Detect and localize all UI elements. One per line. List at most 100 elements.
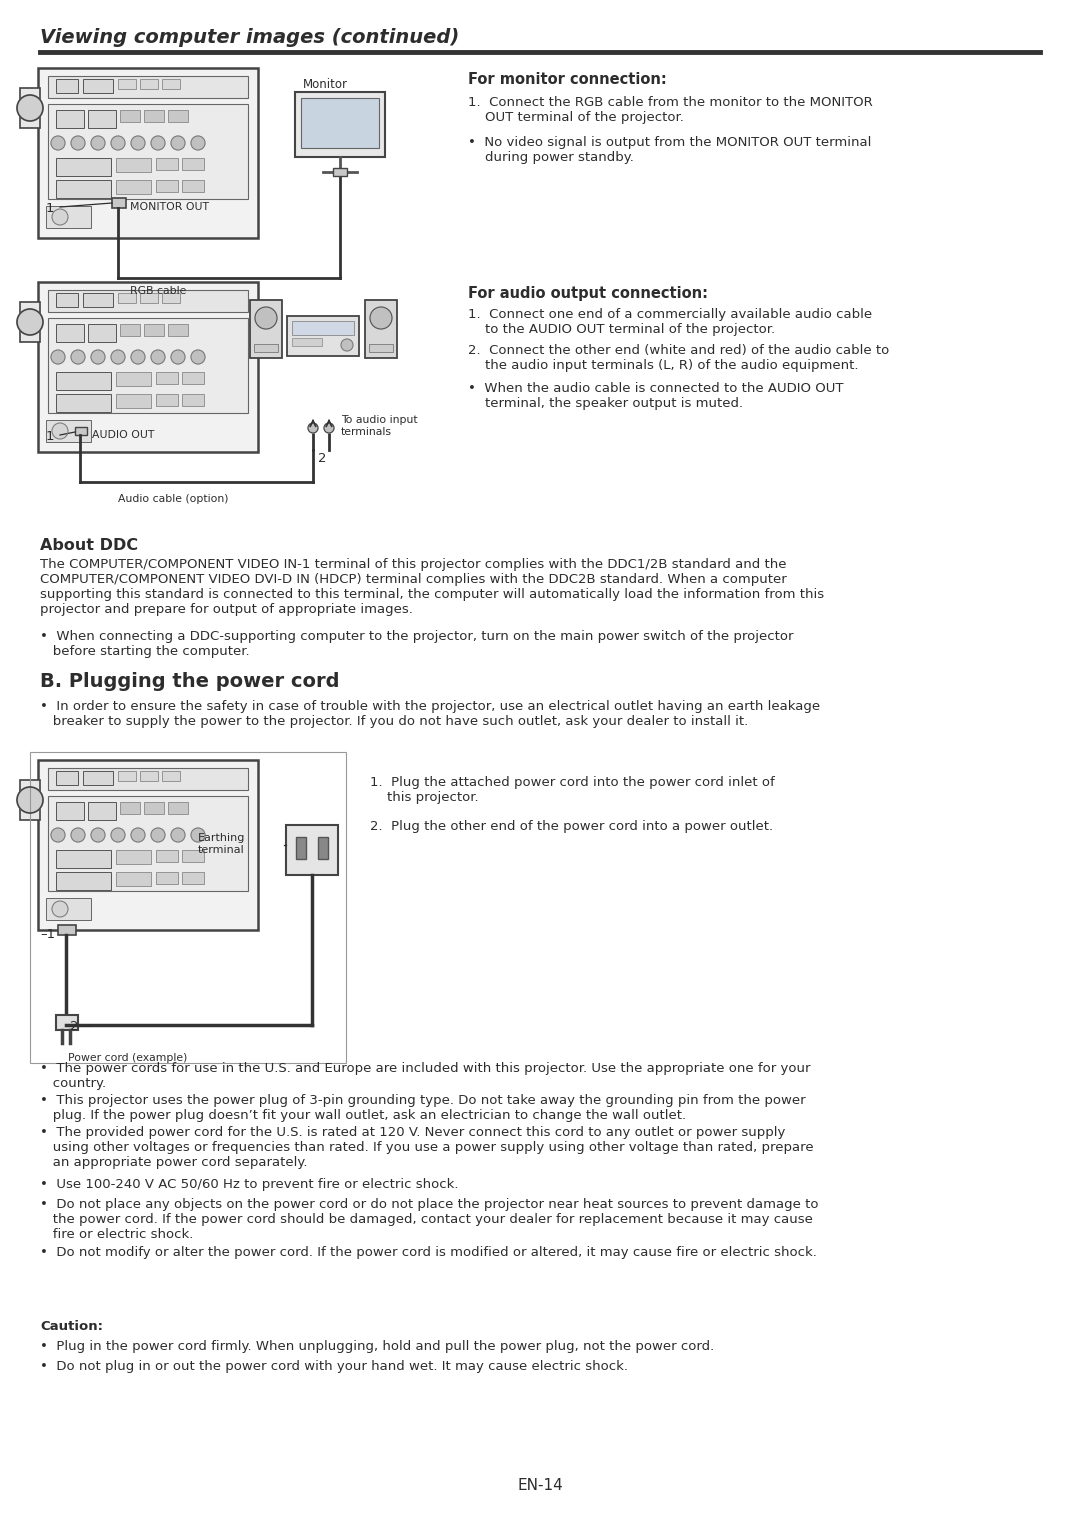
Text: 2.  Connect the other end (white and red) of the audio cable to
    the audio in: 2. Connect the other end (white and red)… bbox=[468, 344, 889, 373]
Text: 1.  Connect the RGB cable from the monitor to the MONITOR
    OUT terminal of th: 1. Connect the RGB cable from the monito… bbox=[468, 96, 873, 124]
Bar bbox=[46, 898, 91, 919]
Text: •  When the audio cable is connected to the AUDIO OUT
    terminal, the speaker : • When the audio cable is connected to t… bbox=[468, 382, 843, 411]
Bar bbox=[156, 851, 178, 863]
Bar bbox=[48, 290, 248, 312]
Circle shape bbox=[52, 209, 68, 224]
Bar bbox=[48, 768, 248, 789]
Bar bbox=[56, 293, 78, 307]
Circle shape bbox=[17, 308, 43, 334]
Text: •  Do not modify or alter the power cord. If the power cord is modified or alter: • Do not modify or alter the power cord.… bbox=[40, 1246, 816, 1258]
Circle shape bbox=[131, 828, 145, 841]
Bar bbox=[156, 180, 178, 192]
Text: •  The provided power cord for the U.S. is rated at 120 V. Never connect this co: • The provided power cord for the U.S. i… bbox=[40, 1125, 813, 1170]
Bar bbox=[144, 324, 164, 336]
Text: 2.  Plug the other end of the power cord into a power outlet.: 2. Plug the other end of the power cord … bbox=[370, 820, 773, 834]
Bar bbox=[254, 344, 278, 353]
Bar bbox=[58, 925, 76, 935]
Text: Viewing computer images (continued): Viewing computer images (continued) bbox=[40, 27, 459, 47]
Bar bbox=[48, 76, 248, 98]
Circle shape bbox=[324, 423, 334, 434]
Bar bbox=[116, 373, 151, 386]
Text: About DDC: About DDC bbox=[40, 538, 138, 553]
Bar bbox=[116, 157, 151, 173]
Circle shape bbox=[308, 423, 318, 434]
Bar bbox=[120, 324, 140, 336]
Bar bbox=[116, 180, 151, 194]
Text: •  Plug in the power cord firmly. When unplugging, hold and pull the power plug,: • Plug in the power cord firmly. When un… bbox=[40, 1341, 714, 1353]
Bar bbox=[87, 110, 116, 128]
Circle shape bbox=[131, 136, 145, 150]
Bar bbox=[56, 802, 84, 820]
Circle shape bbox=[17, 95, 43, 121]
Bar bbox=[56, 79, 78, 93]
Circle shape bbox=[171, 350, 185, 363]
Text: For monitor connection:: For monitor connection: bbox=[468, 72, 666, 87]
Bar bbox=[116, 872, 151, 886]
Circle shape bbox=[341, 339, 353, 351]
Circle shape bbox=[52, 423, 68, 438]
Text: •  When connecting a DDC-supporting computer to the projector, turn on the main : • When connecting a DDC-supporting compu… bbox=[40, 631, 794, 658]
Bar bbox=[56, 110, 84, 128]
Bar bbox=[83, 771, 113, 785]
Circle shape bbox=[71, 828, 85, 841]
Circle shape bbox=[51, 136, 65, 150]
Circle shape bbox=[52, 901, 68, 918]
Bar bbox=[120, 802, 140, 814]
Bar bbox=[56, 771, 78, 785]
Bar bbox=[162, 293, 180, 302]
Bar bbox=[56, 1015, 78, 1031]
Bar bbox=[83, 293, 113, 307]
Bar bbox=[118, 293, 136, 302]
Bar bbox=[156, 394, 178, 406]
Bar bbox=[168, 324, 188, 336]
Circle shape bbox=[111, 828, 125, 841]
Bar bbox=[56, 157, 111, 176]
Bar bbox=[118, 79, 136, 89]
Text: To audio input
terminals: To audio input terminals bbox=[341, 415, 418, 437]
Text: •  In order to ensure the safety in case of trouble with the projector, use an e: • In order to ensure the safety in case … bbox=[40, 699, 820, 728]
Text: The COMPUTER/COMPONENT VIDEO IN-1 terminal of this projector complies with the D: The COMPUTER/COMPONENT VIDEO IN-1 termin… bbox=[40, 557, 824, 615]
Bar bbox=[156, 872, 178, 884]
Circle shape bbox=[151, 828, 165, 841]
Text: •  Use 100-240 V AC 50/60 Hz to prevent fire or electric shock.: • Use 100-240 V AC 50/60 Hz to prevent f… bbox=[40, 1177, 459, 1191]
Bar bbox=[140, 293, 158, 302]
Circle shape bbox=[171, 136, 185, 150]
Circle shape bbox=[71, 136, 85, 150]
Circle shape bbox=[17, 786, 43, 812]
Text: Power cord (example): Power cord (example) bbox=[68, 1054, 187, 1063]
Circle shape bbox=[111, 136, 125, 150]
Bar bbox=[292, 337, 322, 347]
Text: RGB cable: RGB cable bbox=[130, 286, 187, 296]
Bar bbox=[38, 282, 258, 452]
Text: AUDIO OUT: AUDIO OUT bbox=[92, 431, 154, 440]
Text: –1: –1 bbox=[40, 928, 55, 941]
Bar bbox=[318, 837, 328, 860]
Bar bbox=[116, 394, 151, 408]
Circle shape bbox=[151, 136, 165, 150]
Bar bbox=[118, 771, 136, 780]
Bar bbox=[156, 157, 178, 169]
Bar bbox=[183, 394, 204, 406]
Text: For audio output connection:: For audio output connection: bbox=[468, 286, 708, 301]
Bar bbox=[183, 157, 204, 169]
Circle shape bbox=[370, 307, 392, 328]
Circle shape bbox=[51, 350, 65, 363]
Bar bbox=[144, 110, 164, 122]
Bar bbox=[156, 373, 178, 383]
Text: Caution:: Caution: bbox=[40, 1319, 103, 1333]
Bar bbox=[56, 373, 111, 389]
Bar bbox=[162, 79, 180, 89]
Bar bbox=[30, 751, 346, 1063]
Bar bbox=[183, 373, 204, 383]
Text: 2: 2 bbox=[318, 452, 326, 466]
Bar bbox=[296, 837, 306, 860]
Bar bbox=[333, 168, 347, 176]
Bar bbox=[56, 851, 111, 867]
Circle shape bbox=[91, 136, 105, 150]
Bar bbox=[48, 796, 248, 890]
Circle shape bbox=[171, 828, 185, 841]
Bar bbox=[75, 428, 87, 435]
Text: •  This projector uses the power plug of 3-pin grounding type. Do not take away : • This projector uses the power plug of … bbox=[40, 1093, 806, 1122]
Circle shape bbox=[191, 828, 205, 841]
Text: 1.  Connect one end of a commercially available audio cable
    to the AUDIO OUT: 1. Connect one end of a commercially ava… bbox=[468, 308, 873, 336]
